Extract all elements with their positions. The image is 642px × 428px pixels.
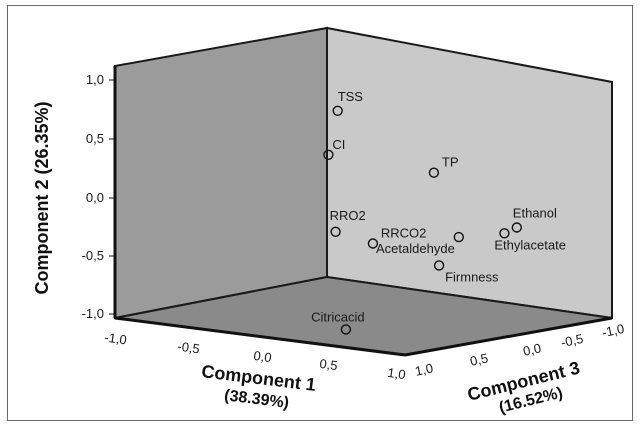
y-tick-label: 1,0 [86, 72, 104, 87]
data-point [433, 260, 445, 271]
x-tick-label: 0,5 [319, 356, 339, 373]
data-point [428, 167, 440, 178]
z-tick-label: -1,0 [601, 321, 626, 340]
x-ticks: -1,0 -0,5 0,0 0,5 1,0 [103, 330, 406, 383]
z-ticks: 1,0 0,5 0,0 -0,5 -1,0 [414, 321, 626, 379]
point-label: Acetaldehyde [376, 241, 455, 256]
z-tick-label: -0,5 [560, 331, 585, 350]
point-label: Ethylacetate [494, 237, 566, 252]
data-point [499, 228, 510, 239]
data-point [323, 149, 334, 161]
z-tick-label: 0,0 [522, 340, 543, 358]
point-label: TSS [338, 89, 364, 104]
point-label: TP [442, 155, 459, 170]
data-point [330, 226, 341, 238]
z-tick-label: 0,5 [469, 350, 490, 368]
point-label: RRCO2 [381, 226, 427, 241]
data-point [340, 324, 352, 335]
z-tick-label: 1,0 [414, 360, 435, 378]
data-point [453, 231, 464, 243]
point-label: Firmness [445, 269, 499, 284]
data-point [367, 238, 379, 249]
point-label: Ethanol [513, 206, 557, 221]
x-axis-title: Component 1 [200, 361, 317, 395]
x-axis-variance: (38.39%) [223, 387, 290, 412]
data-point [332, 105, 343, 117]
y-tick-label: 0,0 [86, 190, 104, 205]
point-label: Citricacid [311, 309, 364, 324]
axis-z-edge [404, 316, 613, 357]
y-tick-label: -0,5 [82, 248, 104, 263]
x-tick-label: -0,5 [176, 339, 200, 357]
data-point [511, 222, 522, 233]
y-tick-label: 0,5 [86, 131, 104, 146]
x-tick-label: -1,0 [103, 330, 127, 348]
x-tick-label: 1,0 [387, 365, 407, 382]
y-axis-title: Component 2 (26.35%) [32, 101, 52, 294]
axis-x-edge [114, 316, 406, 357]
y-ticks: 1,0 0,5 0,0 -0,5 -1,0 [82, 72, 115, 321]
y-tick-label: -1,0 [82, 306, 104, 321]
left-wall [114, 26, 328, 320]
point-label: RRO2 [330, 208, 366, 223]
x-tick-label: 0,0 [253, 348, 273, 365]
point-label: CI [332, 137, 345, 152]
